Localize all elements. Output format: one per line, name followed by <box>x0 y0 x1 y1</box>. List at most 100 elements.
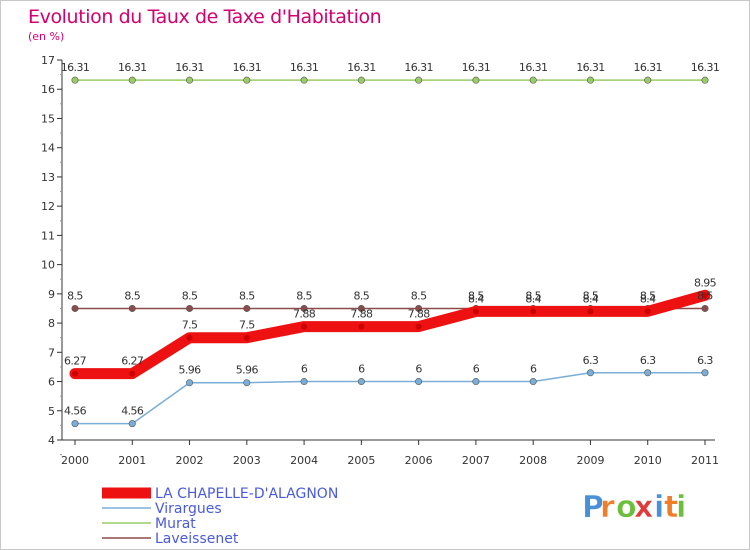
data-point <box>529 378 537 386</box>
x-tick-label: 2005 <box>347 454 375 467</box>
data-point <box>186 334 193 341</box>
data-label: 8.5 <box>239 289 255 302</box>
data-point <box>243 304 251 312</box>
data-label: 8.5 <box>124 289 140 302</box>
data-label: 8.5 <box>583 289 599 302</box>
data-point <box>644 308 651 315</box>
data-label: 7.5 <box>239 319 255 332</box>
data-label: 8.5 <box>525 289 541 302</box>
data-label: 8.4 <box>640 292 656 305</box>
data-point <box>415 323 422 330</box>
data-label: 6.27 <box>64 355 87 368</box>
data-point <box>472 308 479 315</box>
data-point <box>415 76 423 84</box>
data-point <box>129 370 136 377</box>
data-point <box>243 334 250 341</box>
data-point <box>358 323 365 330</box>
data-label: 6.3 <box>640 354 656 367</box>
data-point <box>530 308 537 315</box>
data-point <box>301 323 308 330</box>
data-point <box>701 304 709 312</box>
data-label: 7.88 <box>293 308 316 321</box>
x-tick-label: 2011 <box>691 454 719 467</box>
data-label: 4.56 <box>121 405 144 418</box>
legend-label: Murat <box>155 516 196 532</box>
data-label: 8.5 <box>697 289 713 302</box>
data-label: 16.31 <box>462 61 491 74</box>
data-label: 5.96 <box>236 364 259 377</box>
data-point <box>415 304 423 312</box>
data-point <box>128 304 136 312</box>
y-tick-label: 6 <box>48 376 55 389</box>
chart-unit-label: (en %) <box>28 30 65 43</box>
logo-letter: x <box>634 490 653 525</box>
x-tick-label: 2003 <box>233 454 261 467</box>
data-point <box>186 379 194 387</box>
data-label: 4.56 <box>64 405 87 418</box>
data-point <box>357 304 365 312</box>
data-point <box>72 370 78 377</box>
logo-letter: t <box>664 490 678 525</box>
y-tick-label: 5 <box>48 405 55 418</box>
data-label: 6 <box>530 363 537 376</box>
data-label: 8.95 <box>694 276 717 289</box>
data-label: 8.5 <box>354 289 370 302</box>
data-point <box>186 76 194 84</box>
data-label: 16.31 <box>347 61 376 74</box>
data-point <box>586 76 594 84</box>
data-label: 8.5 <box>182 289 198 302</box>
x-tick-label: 2010 <box>634 454 662 467</box>
legend-label: LA CHAPELLE-D'ALAGNON <box>155 486 338 502</box>
data-point <box>71 304 79 312</box>
data-point <box>644 76 652 84</box>
data-label: 5.96 <box>178 364 201 377</box>
y-tick-label: 11 <box>41 229 55 242</box>
x-tick-label: 2000 <box>61 454 89 467</box>
data-label: 16.31 <box>576 61 605 74</box>
data-label: 8.4 <box>525 292 541 305</box>
data-point <box>472 76 480 84</box>
data-point <box>529 76 537 84</box>
data-point <box>300 378 308 386</box>
chart-title: Evolution du Taux de Taxe d'Habitation <box>28 6 382 28</box>
series-line-virargues <box>74 372 706 425</box>
data-point <box>702 292 708 299</box>
y-tick-label: 7 <box>48 346 55 359</box>
y-tick-label: 15 <box>41 112 55 125</box>
data-label: 16.31 <box>633 61 662 74</box>
data-label: 6.3 <box>697 354 713 367</box>
data-point <box>128 420 136 428</box>
data-label: 16.31 <box>61 61 90 74</box>
x-tick-label: 2008 <box>519 454 547 467</box>
data-point <box>701 369 709 377</box>
legend-label: Laveissenet <box>155 531 239 547</box>
data-point <box>586 369 594 377</box>
data-point <box>415 378 423 386</box>
data-label: 16.31 <box>118 61 147 74</box>
data-label: 16.31 <box>175 61 204 74</box>
y-tick-label: 8 <box>48 317 55 330</box>
legend-label: Virargues <box>155 501 222 517</box>
series-line-la-chapelle-d-alagnon <box>69 289 711 380</box>
x-tick-label: 2006 <box>405 454 433 467</box>
data-point <box>644 369 652 377</box>
data-point <box>357 378 365 386</box>
data-label: 7.5 <box>182 319 198 332</box>
logo-letter: P <box>582 490 604 525</box>
data-label: 8.5 <box>411 289 427 302</box>
y-tick-label: 13 <box>41 171 55 184</box>
data-label: 6 <box>301 363 308 376</box>
y-tick-label: 10 <box>41 259 55 272</box>
data-label: 8.5 <box>67 289 83 302</box>
data-label: 6 <box>473 363 480 376</box>
x-tick-label: 2001 <box>118 454 146 467</box>
data-point <box>128 76 136 84</box>
data-label: 6 <box>358 363 365 376</box>
data-point <box>243 76 251 84</box>
data-label: 16.31 <box>233 61 262 74</box>
y-tick-label: 17 <box>41 54 55 67</box>
data-point <box>300 304 308 312</box>
data-label: 7.88 <box>408 308 431 321</box>
y-tick-label: 9 <box>48 288 55 301</box>
